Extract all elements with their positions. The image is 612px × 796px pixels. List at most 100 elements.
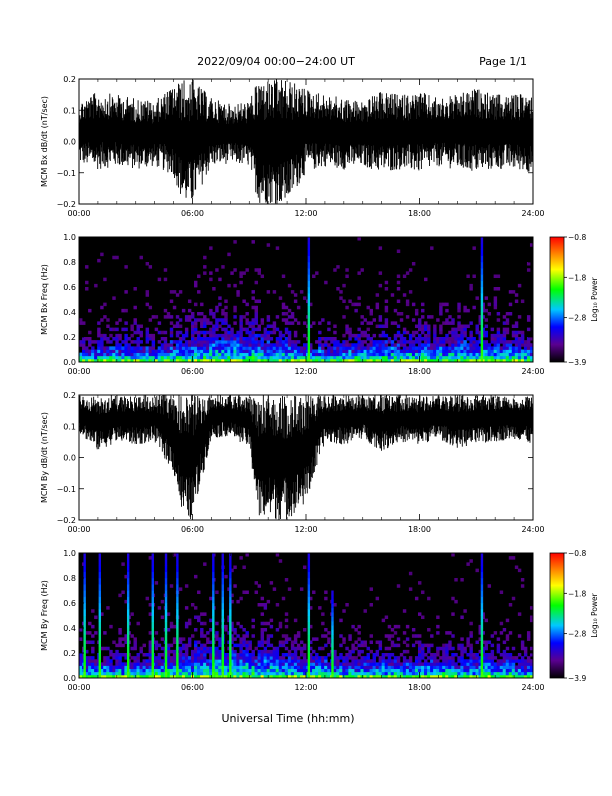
spectrogram-cell: [405, 315, 410, 319]
spectrogram-cell: [239, 271, 243, 275]
spectrogram-cell: [496, 668, 501, 673]
spectrogram-spike: [307, 571, 311, 579]
spectrogram-cell: [109, 671, 113, 676]
spectrogram-spike: [307, 559, 311, 566]
spectrogram-cell: [94, 659, 98, 663]
spectrogram-cell: [160, 674, 165, 679]
spectrogram-cell: [227, 631, 231, 635]
spectrogram-spike: [83, 590, 86, 598]
spectrogram-cell: [275, 646, 280, 651]
spectrogram-cell: [505, 656, 510, 660]
spectrogram-cell: [233, 631, 237, 635]
spectrogram-cell: [178, 337, 183, 341]
spectrogram-cell: [142, 659, 146, 663]
spectrogram-cell: [484, 355, 488, 360]
spectrogram-cell: [239, 349, 243, 354]
spectrogram-cell: [396, 280, 401, 285]
spectrogram-cell: [260, 340, 265, 344]
spectrogram-cell: [463, 327, 467, 332]
spectrogram-cell: [402, 346, 407, 350]
spectrogram-cell: [433, 349, 437, 354]
spectrogram-cell: [484, 674, 488, 679]
spectrogram-cell: [469, 659, 473, 663]
spectrogram-cell: [366, 653, 370, 657]
spectrogram-cell: [136, 340, 140, 344]
spectrogram-cell: [203, 349, 207, 354]
spectrogram-spike: [98, 646, 102, 654]
spectrogram-cell: [290, 668, 295, 673]
spectrogram-cell: [381, 343, 386, 347]
spectrogram-spike: [307, 312, 311, 319]
spectrogram-cell: [118, 333, 122, 338]
spectrogram-cell: [281, 302, 286, 307]
spectrogram-cell: [433, 343, 437, 347]
y-tick-label: 0.2: [63, 75, 76, 84]
spectrogram-cell: [242, 315, 246, 319]
spectrogram-cell: [224, 321, 228, 325]
spectrogram-cell: [257, 674, 261, 679]
spectrogram-cell: [82, 358, 86, 363]
spectrogram-cell: [342, 665, 346, 670]
spectrogram-cell: [200, 659, 204, 663]
spectrogram-cell: [411, 358, 416, 363]
spectrogram-cell: [209, 355, 213, 360]
spectrogram-cell: [139, 358, 143, 363]
spectrogram-cell: [227, 355, 231, 360]
spectrogram-cell: [287, 337, 292, 341]
spectrogram-cell: [293, 649, 298, 654]
spectrogram-cell: [190, 634, 195, 638]
spectrogram-cell: [233, 653, 237, 657]
spectrogram-cell: [520, 340, 525, 344]
spectrogram-cell: [194, 646, 198, 651]
spectrogram-cell: [517, 665, 522, 670]
spectrogram-cell: [517, 568, 522, 573]
spectrogram-cell: [245, 634, 249, 638]
spectrogram-cell: [478, 340, 482, 344]
spectrogram-cell: [484, 656, 488, 660]
spectrogram-cell: [421, 337, 425, 341]
spectrogram-cell: [260, 333, 265, 338]
spectrogram-spike: [307, 274, 311, 282]
spectrogram-spike: [83, 553, 86, 560]
spectrogram-cell: [85, 358, 89, 363]
spectrogram-cell: [224, 665, 228, 670]
spectrogram-cell: [266, 662, 271, 666]
spectrogram-cell: [184, 674, 189, 679]
spectrogram-cell: [439, 355, 443, 360]
spectrogram-cell: [118, 358, 122, 363]
spectrogram-cell: [209, 327, 213, 332]
spectrogram-cell: [372, 349, 377, 354]
spectrogram-cell: [163, 277, 168, 282]
spectrogram-cell: [263, 327, 268, 332]
spectrogram-cell: [187, 668, 192, 673]
spectrogram-cell: [169, 299, 174, 304]
spectrogram-cell: [351, 671, 355, 676]
spectrogram-cell: [472, 656, 476, 660]
spectrogram-cell: [239, 346, 243, 350]
spectrogram-cell: [336, 671, 340, 676]
spectrogram-cell: [272, 290, 277, 294]
spectrogram-cell: [414, 640, 419, 645]
spectrogram-cell: [160, 352, 165, 357]
spectrogram-spike: [480, 280, 484, 288]
spectrogram-cell: [281, 671, 286, 676]
spectrogram-cell: [118, 355, 122, 360]
spectrogram-cell: [85, 665, 89, 670]
spectrogram-cell: [139, 355, 143, 360]
spectrogram-cell: [496, 352, 501, 357]
spectrogram-cell: [445, 649, 449, 654]
spectrogram-cell: [284, 640, 289, 645]
spectrogram-cell: [166, 649, 171, 654]
spectrogram-cell: [236, 665, 240, 670]
spectrogram-cell: [215, 333, 219, 338]
spectrogram-cell: [287, 358, 292, 363]
spectrogram-cell: [502, 352, 507, 357]
spectrogram-cell: [360, 656, 364, 660]
spectrogram-cell: [414, 352, 419, 357]
spectrogram-cell: [499, 590, 504, 595]
spectrogram-cell: [460, 343, 464, 347]
spectrogram-cell: [514, 674, 519, 679]
spectrogram-cell: [511, 352, 516, 357]
spectrogram-cell: [387, 656, 392, 660]
spectrogram-spike: [164, 603, 168, 610]
